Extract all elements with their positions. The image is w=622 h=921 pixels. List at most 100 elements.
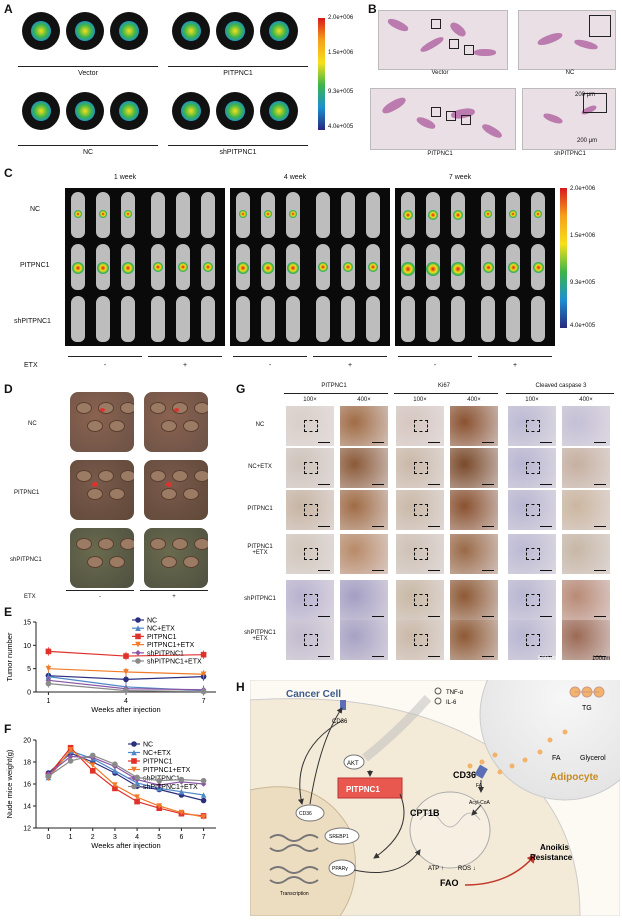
mouse [201, 192, 215, 238]
row-label-shpitpnc1: shPITPNC1 [10, 557, 42, 563]
y-axis-label: Nude mice weight(g) [5, 749, 14, 818]
data-point [112, 761, 118, 767]
marker-cleaved-caspase-3: Cleaved caspase 3 [535, 383, 587, 389]
data-point [123, 676, 129, 683]
row-label-nc: NC [30, 206, 41, 213]
etx-sign: - [268, 362, 272, 369]
etx-label: ETX [24, 594, 36, 600]
panel-label-d: D [4, 382, 13, 396]
etx-divider [233, 356, 307, 357]
group-divider [168, 145, 308, 146]
fao-label: FAO [440, 878, 459, 888]
etx-sign: - [103, 362, 107, 369]
mouse [201, 244, 215, 290]
x-tick-label: 6 [179, 834, 183, 841]
data-point [89, 752, 96, 759]
intestine-photo [144, 528, 208, 588]
colorbar-a-label: 1.5e+006 [328, 50, 354, 56]
mouse [506, 244, 520, 290]
panel-label-c: C [4, 166, 13, 180]
scale-bar-label: 200 μm [575, 92, 596, 98]
mouse [316, 244, 330, 290]
ihc-image [562, 620, 610, 660]
group-divider [18, 66, 158, 67]
marker-divider [284, 393, 388, 394]
mouse [426, 192, 440, 238]
colorbar-a-label-min: 4.0e+005 [328, 124, 354, 130]
cd36-node [295, 804, 325, 822]
legend-marker [131, 758, 137, 764]
fa-label: FA [552, 755, 561, 762]
data-point [200, 777, 207, 784]
series-line [47, 749, 204, 818]
etx-sign: + [347, 362, 353, 369]
y-tick-label: 18 [23, 760, 31, 767]
mouse [176, 296, 190, 342]
legend-marker [131, 766, 137, 773]
anoikis-label: Anoikis [540, 843, 569, 852]
mouse [451, 244, 465, 290]
ihc-image [340, 620, 388, 660]
mouse [531, 192, 545, 238]
srebp1-label: SREBP1 [329, 834, 349, 840]
intestine-photo [70, 392, 134, 452]
mouse [316, 192, 330, 238]
marker-pitpnc1: PITPNC1 [321, 383, 347, 389]
cd36-receptor-label: CD36 [453, 770, 476, 780]
data-point [112, 785, 118, 792]
culture-dish [22, 12, 60, 50]
mouse [366, 296, 380, 342]
ihc-row-label: PITPNC1 [247, 506, 273, 512]
mouse [151, 244, 165, 290]
data-point [200, 651, 207, 658]
mouse [71, 296, 85, 342]
mouse [151, 192, 165, 238]
data-point [178, 788, 185, 795]
ihc-image [396, 448, 444, 488]
row-label-shpitpnc1: shPITPNC1 [14, 318, 51, 325]
data-point [200, 792, 207, 798]
legend-marker [131, 749, 137, 756]
group-label-shpitpnc1: shPITPNC1 [219, 149, 257, 156]
etx-divider [140, 590, 208, 591]
ihc-image [450, 620, 498, 660]
etx-sign: - [433, 362, 437, 369]
ihc-image [286, 406, 334, 446]
magnification-label: 400× [467, 397, 481, 403]
ihc-image [286, 580, 334, 620]
ihc-image [508, 620, 556, 660]
micrograph-label-vector: Vector [431, 70, 449, 76]
resistance-label: Resistance [530, 853, 573, 862]
mouse [341, 296, 355, 342]
x-axis-label: Weeks after injection [91, 705, 160, 714]
ros-label: ROS ↓ [458, 866, 476, 872]
legend-entry: NC+ETX [143, 750, 171, 757]
ihc-image [508, 406, 556, 446]
y-tick-label: 20 [23, 738, 31, 745]
mouse [96, 296, 110, 342]
y-tick-label: 12 [23, 826, 31, 833]
timepoint-1-week: 1 week [113, 174, 137, 181]
data-point [123, 669, 129, 675]
culture-dish [22, 92, 60, 130]
mouse [121, 296, 135, 342]
magnification-label: 100× [303, 397, 317, 403]
micrograph-pitpnc1 [370, 88, 516, 150]
legend-entry: PITPNC1 [143, 759, 173, 766]
data-point [112, 782, 118, 788]
mouse [401, 192, 415, 238]
mouse [151, 296, 165, 342]
data-point [89, 762, 96, 769]
mouse [506, 192, 520, 238]
data-point [156, 803, 163, 809]
data-point [67, 747, 74, 753]
ihc-image [286, 448, 334, 488]
fa-inner-label: FA [476, 783, 483, 789]
etx-sign: + [172, 594, 176, 600]
ihc-image [286, 620, 334, 660]
data-point [45, 665, 52, 672]
culture-dish [216, 12, 254, 50]
il6-label: IL-6 [446, 700, 457, 706]
mouse [316, 296, 330, 342]
transcription-label: Transcription [280, 891, 309, 897]
